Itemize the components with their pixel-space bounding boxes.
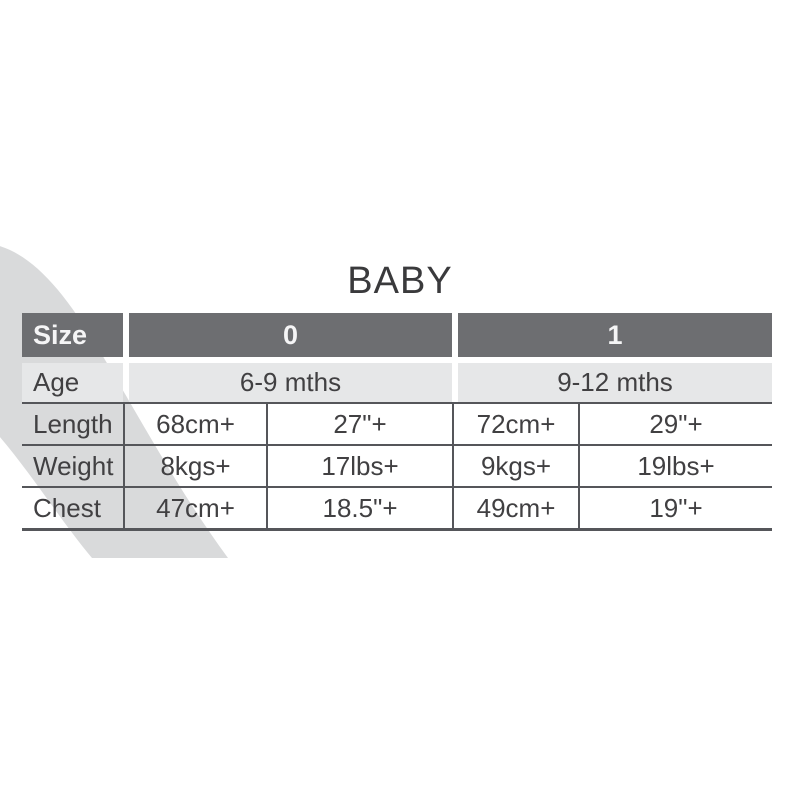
page-title: BABY: [347, 260, 453, 302]
size-header-row: Size 0 1: [22, 313, 772, 357]
length-size0-in: 27"+: [266, 404, 452, 444]
age-row: Age 6-9 mths 9-12 mths: [22, 363, 772, 402]
weight-size1-lb: 19lbs+: [578, 446, 772, 486]
row-label: Chest: [33, 492, 101, 523]
length-size1-cm: 72cm+: [452, 404, 578, 444]
measurement-rows: Length 68cm+ 27"+ 72cm+ 29"+ Weight 8kgs…: [22, 402, 772, 531]
chest-size1-cm: 49cm+: [452, 488, 578, 528]
row-label: Length: [33, 408, 113, 439]
weight-size1-kg: 9kgs+: [452, 446, 578, 486]
chest-size0-cm: 47cm+: [123, 488, 266, 528]
size-group-0: 0: [129, 313, 452, 357]
chest-size1-in: 19"+: [578, 488, 772, 528]
age-value-size1: 9-12 mths: [458, 363, 772, 402]
length-size1-in: 29"+: [578, 404, 772, 444]
chest-size0-in: 18.5"+: [266, 488, 452, 528]
table-row-length: Length 68cm+ 27"+ 72cm+ 29"+: [22, 402, 772, 444]
size-group-1: 1: [458, 313, 772, 357]
size-chart-table: Size 0 1 Age 6-9 mths 9-12 mths Length 6…: [22, 313, 772, 531]
age-value-size0: 6-9 mths: [129, 363, 452, 402]
size-row-label: Size: [22, 313, 123, 357]
age-row-label: Age: [22, 363, 123, 402]
row-label: Weight: [33, 450, 114, 481]
length-size0-cm: 68cm+: [123, 404, 266, 444]
table-row-chest: Chest 47cm+ 18.5"+ 49cm+ 19"+: [22, 486, 772, 528]
weight-size0-kg: 8kgs+: [123, 446, 266, 486]
table-row-weight: Weight 8kgs+ 17lbs+ 9kgs+ 19lbs+: [22, 444, 772, 486]
weight-size0-lb: 17lbs+: [266, 446, 452, 486]
